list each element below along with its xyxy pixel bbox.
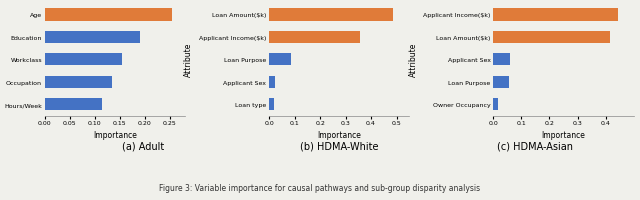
Bar	[269, 9, 393, 21]
Bar	[269, 31, 360, 44]
Text: (a) Adult: (a) Adult	[122, 141, 164, 151]
Bar	[45, 9, 172, 21]
X-axis label: Importance: Importance	[317, 131, 361, 140]
Text: (c) HDMA-Asian: (c) HDMA-Asian	[497, 141, 573, 151]
Text: (b) HDMA-White: (b) HDMA-White	[300, 141, 378, 151]
Bar	[45, 76, 113, 89]
Y-axis label: Attribute: Attribute	[184, 43, 193, 77]
Bar	[45, 54, 122, 66]
Bar	[493, 54, 510, 66]
Bar	[493, 9, 618, 21]
Bar	[493, 76, 509, 89]
X-axis label: Importance: Importance	[541, 131, 586, 140]
Bar	[269, 99, 274, 111]
Bar	[269, 54, 291, 66]
Bar	[45, 31, 140, 44]
Y-axis label: Attribute: Attribute	[409, 43, 418, 77]
Bar	[269, 76, 275, 89]
Bar	[493, 99, 498, 111]
Bar	[493, 31, 610, 44]
Text: Figure 3: Variable importance for causal pathways and sub-group disparity analys: Figure 3: Variable importance for causal…	[159, 184, 481, 192]
X-axis label: Importance: Importance	[93, 131, 137, 140]
Bar	[45, 99, 102, 111]
